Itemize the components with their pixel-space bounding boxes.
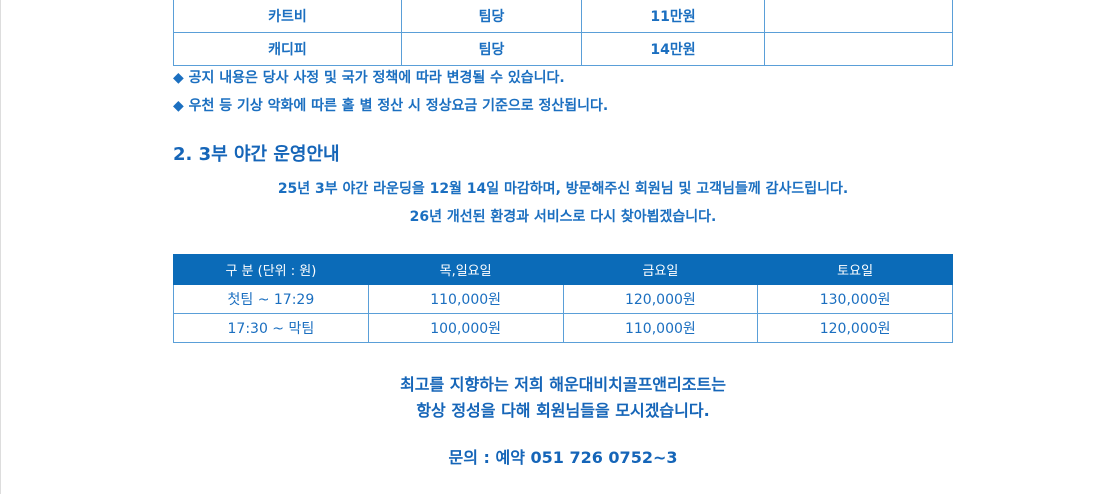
cell: 120,000원 bbox=[562, 284, 759, 314]
contact-info: 문의 : 예약 051 726 0752~3 bbox=[448, 448, 678, 467]
fee-note bbox=[764, 32, 953, 66]
col-header: 구 분 (단위 : 원) bbox=[173, 254, 369, 285]
table-header-row: 구 분 (단위 : 원) 목,일요일 금요일 토요일 bbox=[173, 254, 953, 285]
cell: 120,000원 bbox=[757, 313, 953, 343]
cell: 첫팀 ~ 17:29 bbox=[173, 284, 369, 314]
col-header: 토요일 bbox=[757, 254, 953, 285]
section-title: 2. 3부 야간 운영안내 bbox=[173, 144, 340, 165]
section-line-2: 26년 개선된 환경과 서비스로 다시 찾아뵙겠습니다. bbox=[409, 209, 717, 225]
fee-price: 11만원 bbox=[581, 0, 765, 33]
cell: 100,000원 bbox=[367, 313, 564, 343]
fee-unit: 팀당 bbox=[401, 32, 582, 66]
cell: 110,000원 bbox=[367, 284, 564, 314]
col-header: 금요일 bbox=[562, 254, 759, 285]
footer-line-2: 항상 정성을 다해 회원님들을 모시겠습니다. bbox=[416, 401, 710, 420]
table-row: 17:30 ~ 막팀 100,000원 110,000원 120,000원 bbox=[173, 313, 953, 343]
cell: 130,000원 bbox=[757, 284, 953, 314]
fee-item: 카트비 bbox=[173, 0, 402, 33]
fee-item: 캐디피 bbox=[173, 32, 402, 66]
fee-unit: 팀당 bbox=[401, 0, 582, 33]
table-row: 카트비 팀당 11만원 bbox=[173, 0, 953, 33]
notice-2: ◆ 우천 등 기상 악화에 따른 홀 별 정산 시 정상요금 기준으로 정산됩니… bbox=[173, 98, 609, 114]
notice-1: ◆ 공지 내용은 당사 사정 및 국가 정책에 따라 변경될 수 있습니다. bbox=[173, 70, 565, 86]
night-price-table: 구 분 (단위 : 원) 목,일요일 금요일 토요일 첫팀 ~ 17:29 11… bbox=[173, 254, 953, 343]
section-line-1: 25년 3부 야간 라운딩을 12월 14일 마감하며, 방문해주신 회원님 및… bbox=[277, 181, 849, 197]
cell: 110,000원 bbox=[562, 313, 759, 343]
fee-table: 카트비 팀당 11만원 캐디피 팀당 14만원 bbox=[173, 0, 953, 66]
table-row: 첫팀 ~ 17:29 110,000원 120,000원 130,000원 bbox=[173, 284, 953, 314]
col-header: 목,일요일 bbox=[367, 254, 564, 285]
cell: 17:30 ~ 막팀 bbox=[173, 313, 369, 343]
fee-note bbox=[764, 0, 953, 33]
table-row: 캐디피 팀당 14만원 bbox=[173, 32, 953, 66]
footer-line-1: 최고를 지향하는 저희 해운대비치골프앤리조트는 bbox=[400, 375, 726, 394]
fee-price: 14만원 bbox=[581, 32, 765, 66]
